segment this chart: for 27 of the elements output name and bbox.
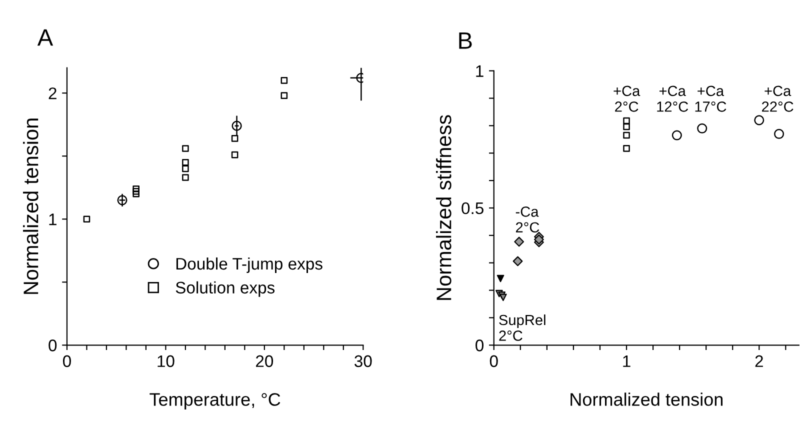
x-tick-label: 0 (490, 355, 498, 368)
annotation: -Ca 2°C (516, 206, 540, 233)
y-tick-label: 0 (476, 340, 484, 352)
annotation: +Ca 17°C (695, 86, 726, 112)
y-tick-label: 0 (48, 340, 57, 352)
legend-label: Solution exps (176, 281, 275, 297)
x-tick-label: 0 (63, 355, 71, 368)
legend-label: Double T-jump exps (176, 257, 322, 273)
annotation: +Ca 2°C (614, 86, 640, 112)
x-tick-label: 2 (755, 355, 763, 367)
y-axis-title: Normalized tension (23, 118, 38, 294)
x-tick-label: 1 (623, 355, 630, 367)
y-tick-label: 0.5 (462, 202, 484, 214)
y-tick-label: 1 (476, 65, 484, 77)
annotation: +Ca 22°C (762, 86, 794, 112)
chart-title: B (459, 32, 472, 49)
annotation: SupRel 2°C (499, 314, 546, 341)
x-axis-title: Temperature, °C (150, 393, 280, 410)
x-tick-label: 30 (354, 355, 372, 368)
y-tick-label: 1 (49, 214, 56, 226)
y-tick-label: 2 (48, 87, 56, 100)
chart-title: A (37, 29, 54, 46)
x-tick-label: 10 (158, 355, 174, 368)
x-tick-label: 20 (256, 355, 274, 368)
y-axis-title: Normalized stiffness (436, 115, 452, 300)
x-axis-title: Normalized tension (570, 392, 723, 406)
annotation: +Ca 12°C (657, 86, 688, 112)
